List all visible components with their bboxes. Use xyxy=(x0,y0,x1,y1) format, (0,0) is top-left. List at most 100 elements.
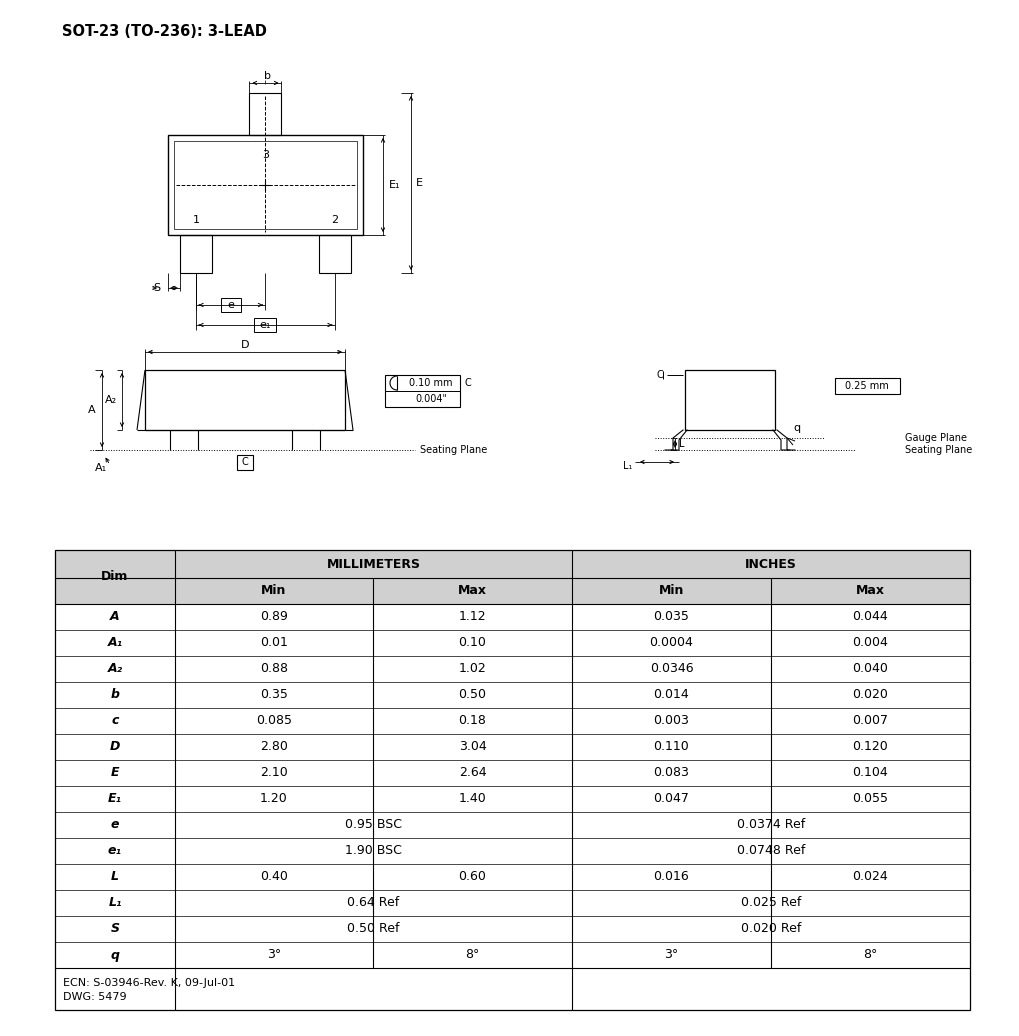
Text: C: C xyxy=(242,457,249,467)
Text: 0.004": 0.004" xyxy=(415,394,446,404)
Text: e: e xyxy=(227,300,234,310)
Text: b: b xyxy=(110,689,119,701)
Text: e: e xyxy=(111,818,119,832)
Text: 0.10: 0.10 xyxy=(459,636,486,650)
Text: 1.90 BSC: 1.90 BSC xyxy=(344,844,401,858)
Text: L: L xyxy=(679,439,684,449)
Text: 0.044: 0.044 xyxy=(852,610,888,624)
Text: Seating Plane: Seating Plane xyxy=(904,445,971,455)
Text: e₁: e₁ xyxy=(108,844,122,858)
Text: 0.020: 0.020 xyxy=(852,689,888,701)
Text: Max: Max xyxy=(458,584,486,598)
Text: SOT-23 (TO-236): 3-LEAD: SOT-23 (TO-236): 3-LEAD xyxy=(62,24,267,39)
Text: Gauge Plane: Gauge Plane xyxy=(904,433,966,443)
Bar xyxy=(319,235,351,274)
Text: A₁: A₁ xyxy=(95,463,107,473)
Text: 0.0004: 0.0004 xyxy=(649,636,693,650)
Text: 0.040: 0.040 xyxy=(852,662,888,675)
Text: 0.89: 0.89 xyxy=(260,610,287,624)
Text: 0.0346: 0.0346 xyxy=(649,662,693,675)
Bar xyxy=(175,578,572,604)
Text: c: c xyxy=(111,715,118,727)
Text: D: D xyxy=(240,340,249,350)
Text: 0.0374 Ref: 0.0374 Ref xyxy=(736,818,804,832)
Text: A: A xyxy=(89,405,96,415)
Text: A₁: A₁ xyxy=(107,636,122,650)
Text: 1.40: 1.40 xyxy=(459,793,486,806)
Text: Min: Min xyxy=(261,584,286,598)
Text: 0.50: 0.50 xyxy=(459,689,486,701)
Text: L₁: L₁ xyxy=(622,461,632,471)
Text: 0.25 mm: 0.25 mm xyxy=(845,381,888,391)
Text: 8°: 8° xyxy=(465,949,479,961)
Text: 0.007: 0.007 xyxy=(852,715,888,727)
Text: 2.64: 2.64 xyxy=(459,767,486,779)
Bar xyxy=(236,455,253,470)
Bar xyxy=(168,135,363,235)
Text: 3: 3 xyxy=(262,150,269,160)
Text: INCHES: INCHES xyxy=(744,557,796,571)
Text: DWG: 5479: DWG: 5479 xyxy=(63,992,126,1002)
Text: A₂: A₂ xyxy=(107,662,122,675)
Text: q: q xyxy=(793,423,800,433)
Text: Dim: Dim xyxy=(101,571,128,583)
Text: L: L xyxy=(111,870,119,884)
Bar xyxy=(145,370,344,430)
Text: 0.0748 Ref: 0.0748 Ref xyxy=(736,844,804,858)
Text: 0.120: 0.120 xyxy=(852,741,888,753)
Text: 0.50 Ref: 0.50 Ref xyxy=(346,922,399,936)
Text: 0.085: 0.085 xyxy=(256,715,291,727)
Bar xyxy=(174,141,357,229)
Text: 0.025 Ref: 0.025 Ref xyxy=(740,896,800,910)
Text: 0.18: 0.18 xyxy=(459,715,486,727)
Text: q: q xyxy=(110,949,119,961)
Text: MILLIMETERS: MILLIMETERS xyxy=(326,557,420,571)
Text: Seating Plane: Seating Plane xyxy=(420,445,487,455)
Text: 0.024: 0.024 xyxy=(852,870,888,884)
Bar xyxy=(179,235,212,274)
Text: 3°: 3° xyxy=(267,949,281,961)
Text: 2.80: 2.80 xyxy=(260,741,287,753)
Text: 0.003: 0.003 xyxy=(653,715,689,727)
Text: C: C xyxy=(465,378,471,388)
Bar xyxy=(175,550,572,578)
Text: 3.04: 3.04 xyxy=(459,741,486,753)
Text: 0.014: 0.014 xyxy=(653,689,689,701)
Text: 0.40: 0.40 xyxy=(260,870,287,884)
Bar xyxy=(255,318,276,332)
Text: 0.88: 0.88 xyxy=(260,662,287,675)
Bar xyxy=(55,550,969,1010)
Text: 0.110: 0.110 xyxy=(653,741,689,753)
Text: C: C xyxy=(656,370,662,380)
Bar xyxy=(384,375,460,407)
Text: Max: Max xyxy=(855,584,884,598)
Text: E₁: E₁ xyxy=(108,793,122,806)
Bar xyxy=(220,298,240,312)
Text: E: E xyxy=(111,767,119,779)
Text: ECN: S-03946-Rev. K, 09-Jul-01: ECN: S-03946-Rev. K, 09-Jul-01 xyxy=(63,978,235,988)
Text: E: E xyxy=(416,178,423,188)
Text: 0.104: 0.104 xyxy=(852,767,888,779)
Text: 3°: 3° xyxy=(663,949,678,961)
Text: E₁: E₁ xyxy=(388,180,400,190)
Text: A: A xyxy=(110,610,119,624)
Text: 0.64 Ref: 0.64 Ref xyxy=(347,896,399,910)
Text: b: b xyxy=(264,71,271,81)
Text: 0.016: 0.016 xyxy=(653,870,689,884)
Bar xyxy=(835,378,899,394)
Text: 0.047: 0.047 xyxy=(653,793,689,806)
Text: 0.01: 0.01 xyxy=(260,636,287,650)
Text: 1.20: 1.20 xyxy=(260,793,287,806)
Text: A₂: A₂ xyxy=(105,395,117,405)
Text: 0.95 BSC: 0.95 BSC xyxy=(344,818,401,832)
Text: L₁: L₁ xyxy=(108,896,121,910)
Text: Min: Min xyxy=(658,584,684,598)
Bar xyxy=(572,578,969,604)
Text: e₁: e₁ xyxy=(260,320,271,330)
Text: 2: 2 xyxy=(331,215,338,225)
Text: S: S xyxy=(110,922,119,936)
Text: 1.02: 1.02 xyxy=(459,662,486,675)
Text: 1.12: 1.12 xyxy=(459,610,486,624)
Text: 0.35: 0.35 xyxy=(260,689,287,701)
Text: 1: 1 xyxy=(193,215,200,225)
